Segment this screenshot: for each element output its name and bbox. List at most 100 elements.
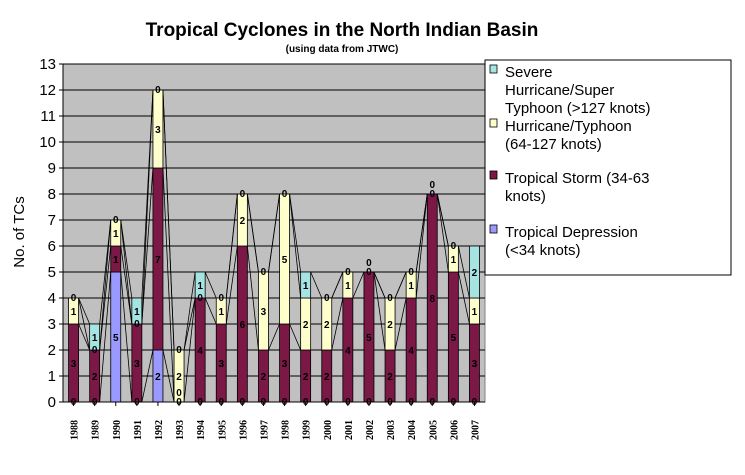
data-label: 1 xyxy=(345,281,351,292)
series-line xyxy=(436,193,449,273)
legend-label: Typhoon (>127 knots) xyxy=(505,100,651,117)
bar-segment xyxy=(236,193,248,247)
x-tick-label: 1995 xyxy=(217,420,228,440)
series-line xyxy=(289,193,302,299)
series-line xyxy=(99,271,112,403)
legend-swatch xyxy=(489,118,498,128)
y-tick-label: 5 xyxy=(48,264,56,281)
y-tick-label: 4 xyxy=(48,290,56,307)
data-label: 2 xyxy=(387,372,393,383)
legend-label: Hurricane/Super xyxy=(505,82,614,99)
bar-segment xyxy=(405,271,417,299)
data-label: 1 xyxy=(451,255,457,266)
data-label: 4 xyxy=(197,346,203,357)
x-tick-label: 2003 xyxy=(386,420,397,440)
y-tick-label: 6 xyxy=(48,238,56,255)
series-line xyxy=(331,271,344,299)
x-tick-label: 2005 xyxy=(428,420,439,440)
series-line xyxy=(141,349,154,403)
data-label: 5 xyxy=(451,333,457,344)
legend-label: (64-127 knots) xyxy=(505,136,602,153)
y-tick-label: 0 xyxy=(48,394,56,411)
series-line xyxy=(204,297,217,325)
x-tick-label: 1990 xyxy=(112,420,123,440)
bar-segment xyxy=(279,193,290,325)
data-label: 2 xyxy=(240,216,246,227)
data-label: 5 xyxy=(366,333,372,344)
bar-segment xyxy=(258,271,269,351)
data-label: 3 xyxy=(218,359,224,370)
data-label: 8 xyxy=(429,294,435,305)
series-line xyxy=(120,245,133,325)
x-tick-label: 2006 xyxy=(449,420,460,440)
series-line xyxy=(457,271,470,325)
series-line xyxy=(183,297,196,351)
y-axis-label: No. of TCs xyxy=(11,196,28,267)
data-label: 0 xyxy=(451,241,457,252)
series-line xyxy=(141,89,154,299)
data-label: 0 xyxy=(176,388,182,399)
bar-segment xyxy=(321,297,333,351)
legend-label: Tropical Depression xyxy=(505,224,638,241)
series-line xyxy=(373,271,386,351)
series-line xyxy=(162,349,175,403)
data-label: 2 xyxy=(387,320,393,331)
series-line xyxy=(246,245,259,351)
series-line xyxy=(120,219,133,325)
x-tick-label: 1988 xyxy=(70,420,81,440)
data-label: 4 xyxy=(345,346,351,357)
series-line xyxy=(394,271,407,299)
chart-subtitle: (using data from JTWC) xyxy=(286,44,399,55)
bar-segment xyxy=(447,245,459,273)
series-line xyxy=(204,271,217,299)
data-label: 0 xyxy=(240,189,246,200)
x-tick-label: 1996 xyxy=(238,420,249,440)
x-tick-label: 2000 xyxy=(323,420,334,440)
y-tick-label: 8 xyxy=(48,186,56,203)
series-line xyxy=(162,167,175,403)
legend-label: Hurricane/Typhoon xyxy=(505,118,632,135)
data-label: 0 xyxy=(387,293,393,304)
series-line xyxy=(183,297,196,403)
x-tick-label: 1992 xyxy=(154,420,165,440)
data-label: 0 xyxy=(176,345,182,356)
x-tick-label: 2001 xyxy=(344,420,355,440)
data-label: 1 xyxy=(218,307,224,318)
data-label: 5 xyxy=(282,255,288,266)
x-tick-label: 1999 xyxy=(302,420,313,440)
legend-label: Severe xyxy=(505,64,553,81)
data-label: 1 xyxy=(113,255,119,266)
data-label: 1 xyxy=(303,281,309,292)
data-label: 2 xyxy=(303,320,309,331)
y-tick-label: 13 xyxy=(39,56,56,73)
data-label: 6 xyxy=(240,320,246,331)
x-tick-label: 1997 xyxy=(259,420,270,440)
data-label: 0 xyxy=(197,293,203,304)
chart-title: Tropical Cyclones in the North Indian Ba… xyxy=(146,20,539,41)
series-line xyxy=(225,193,238,299)
series-line xyxy=(289,193,302,273)
x-tick-label: 2004 xyxy=(407,420,418,440)
bar-segment xyxy=(342,271,354,299)
data-label: 3 xyxy=(472,359,478,370)
bar-segment xyxy=(469,245,480,299)
y-tick-label: 1 xyxy=(48,368,56,385)
x-tick-label: 2007 xyxy=(470,420,481,440)
x-tick-label: 2002 xyxy=(365,420,376,440)
bars xyxy=(68,89,480,403)
legend-swatch xyxy=(489,224,498,234)
data-label: 0 xyxy=(408,267,414,278)
data-label: 0 xyxy=(429,180,435,191)
data-label: 1 xyxy=(408,281,414,292)
series-line xyxy=(246,193,259,273)
bar-segment xyxy=(131,297,143,325)
series-line xyxy=(457,245,470,299)
x-tick-label: 1991 xyxy=(133,420,144,440)
series-line xyxy=(268,193,280,273)
y-tick-label: 3 xyxy=(48,316,56,333)
legend-swatch xyxy=(489,64,498,74)
data-label: 0 xyxy=(261,267,267,278)
y-tick-label: 11 xyxy=(40,108,56,125)
